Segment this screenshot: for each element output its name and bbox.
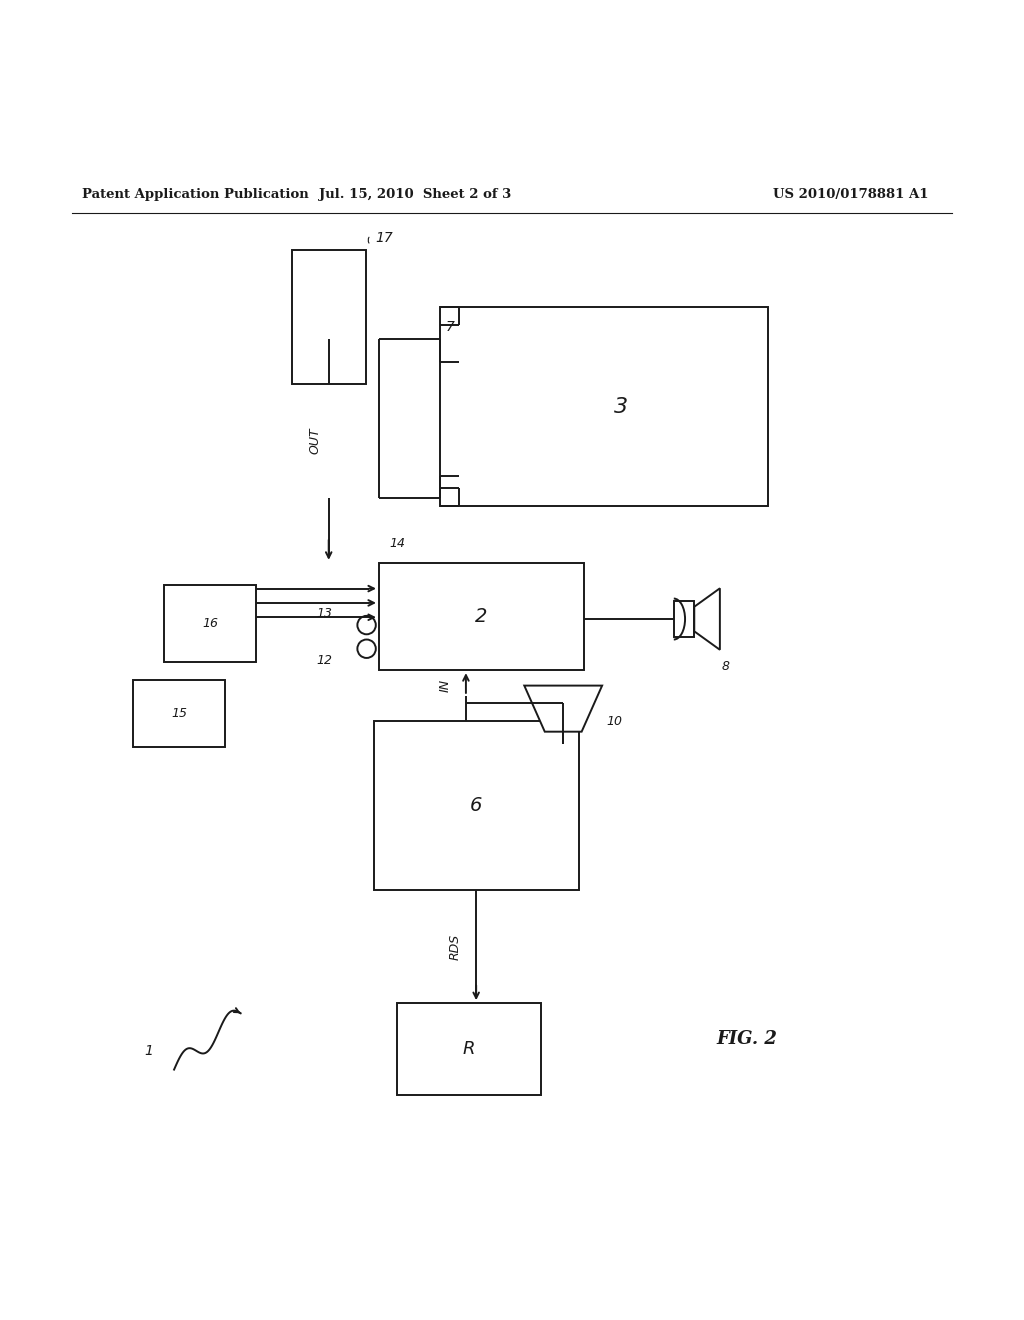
Text: OUT: OUT [309,428,322,454]
Text: 1: 1 [144,1044,153,1059]
Bar [397,1003,541,1096]
Bar [440,306,768,507]
Text: 10: 10 [606,715,623,727]
Text: 6: 6 [470,796,482,816]
Polygon shape [694,589,720,649]
Text: R: R [463,1040,475,1059]
Bar [133,681,225,747]
Text: 14: 14 [389,537,406,550]
Text: 8: 8 [722,660,730,673]
Bar [374,722,579,891]
Text: 2: 2 [475,607,487,626]
Text: RDS: RDS [449,933,462,960]
Text: 3: 3 [613,396,628,417]
Text: 15: 15 [171,708,187,721]
Bar [379,562,584,671]
Text: 12: 12 [316,653,333,667]
Text: 16: 16 [202,618,218,630]
Text: FIG. 2: FIG. 2 [717,1030,777,1048]
Text: Patent Application Publication: Patent Application Publication [82,187,308,201]
Text: 7: 7 [445,321,455,334]
Text: Jul. 15, 2010  Sheet 2 of 3: Jul. 15, 2010 Sheet 2 of 3 [318,187,511,201]
Text: IN: IN [438,678,452,692]
Bar [674,601,694,638]
Bar [164,585,256,663]
Polygon shape [524,685,602,731]
Text: 13: 13 [316,607,333,620]
Bar [292,251,366,384]
Text: US 2010/0178881 A1: US 2010/0178881 A1 [773,187,929,201]
Text: 17: 17 [376,231,393,246]
